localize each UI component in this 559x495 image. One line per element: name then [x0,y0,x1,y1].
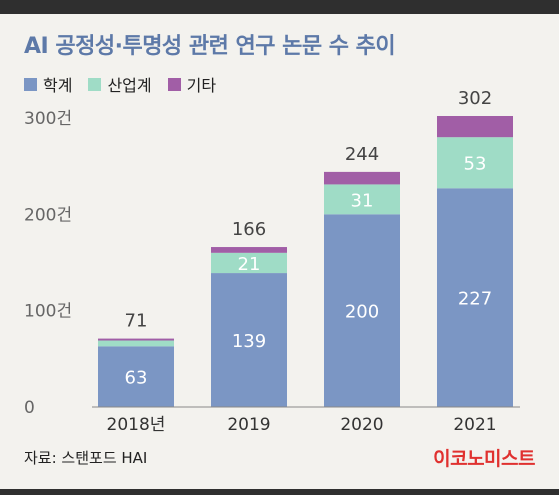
bar-value-label: 200 [345,302,379,323]
legend-swatch-other [167,77,181,91]
bar-value-label: 53 [464,154,487,175]
bar-segment-academia [98,346,174,407]
legend-item-industry: 산업계 [88,72,152,96]
bar-value-label: 227 [458,289,492,310]
legend-label-industry: 산업계 [107,76,152,95]
bar-segment-industry [324,184,400,215]
bar-segment-other [211,247,287,253]
top-bar [0,0,559,14]
bar-segment-other [98,338,174,341]
x-tick-label: 2018년 [107,415,166,435]
bar-value-label: 63 [125,368,148,389]
x-tick-label: 2020 [340,415,383,435]
y-tick-label: 300건 [24,109,72,129]
chart-title: AI 공정성·투명성 관련 연구 논문 수 추이 [24,34,396,59]
legend-swatch-academia [24,77,37,91]
bar-segment-other [324,171,400,185]
legend-swatch-industry [88,77,102,91]
y-tick-label: 0 [24,398,35,418]
bar-total-label: 71 [125,311,148,332]
bar-segment-academia [211,273,287,407]
y-tick-label: 200건 [24,205,72,225]
bar-segment-industry [98,340,174,347]
bar-value-label: 31 [351,190,374,211]
legend-label-other: 기타 [186,76,217,95]
y-tick-label: 100건 [24,302,72,322]
bar-segment-industry [437,137,513,189]
bar-total-label: 166 [232,219,266,240]
x-tick-label: 2021 [453,415,496,435]
x-tick-label: 2019 [227,415,270,435]
legend-label-academia: 학계 [43,76,73,95]
bar-value-label: 21 [238,254,261,275]
bar-total-label: 244 [345,144,379,165]
brand-logo: 이코노미스트 [433,448,535,470]
bottom-bar [0,489,559,495]
legend-item-other: 기타 [167,72,217,96]
bar-segment-other [437,116,513,138]
legend-item-academia: 학계 [24,72,72,96]
legend: 학계 산업계 기타 [24,72,216,96]
bar-total-label: 302 [458,88,492,109]
bar-segment-academia [437,188,513,407]
bar-segment-academia [324,214,400,407]
bar-value-label: 139 [232,331,266,352]
bar-segment-industry [211,252,287,274]
source-note: 자료: 스탠포드 HAI [24,449,148,467]
